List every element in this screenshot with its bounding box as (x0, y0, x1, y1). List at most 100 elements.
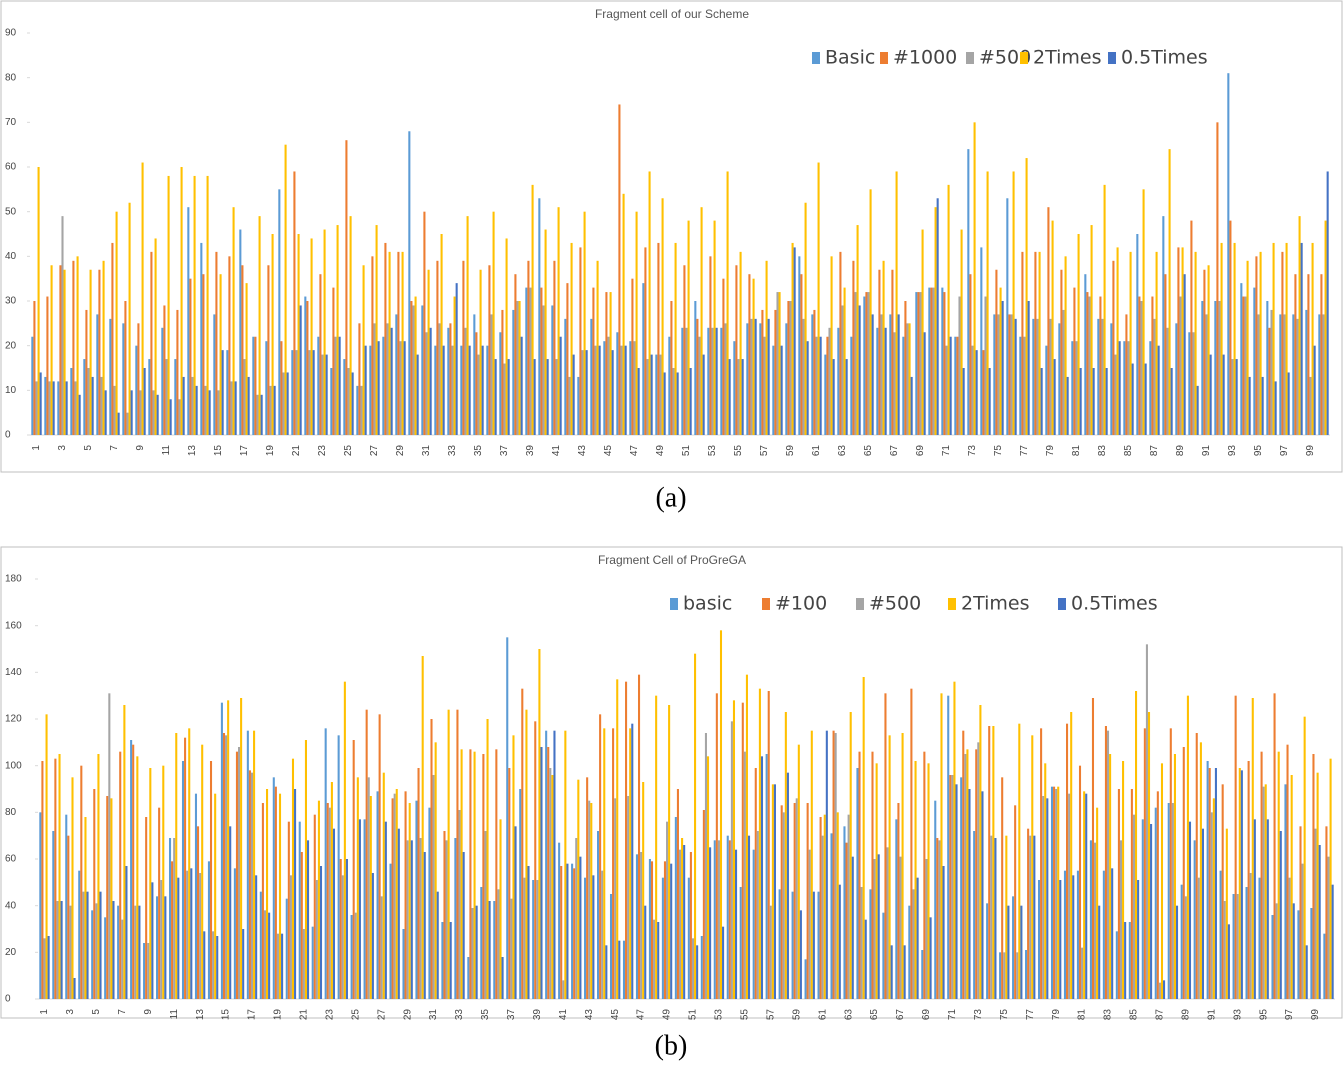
bar (449, 922, 452, 999)
y-tick-label: 40 (5, 251, 17, 262)
bar (1251, 698, 1254, 999)
bar (278, 793, 282, 999)
bar (1077, 234, 1080, 435)
bar (592, 875, 595, 999)
bar (893, 332, 896, 435)
bar (867, 292, 870, 435)
bar (884, 327, 887, 435)
bar (1188, 821, 1192, 999)
bar (330, 368, 333, 435)
bar (908, 905, 911, 999)
bar (966, 749, 969, 999)
bar (428, 807, 431, 999)
bar (149, 768, 152, 999)
bar (1286, 744, 1289, 999)
bar (151, 882, 154, 999)
bar (583, 211, 586, 435)
bar (912, 889, 915, 999)
bar (871, 314, 874, 435)
bar (215, 251, 218, 435)
bar (393, 793, 396, 999)
bar (229, 826, 232, 999)
bar (304, 296, 307, 435)
bar (480, 887, 483, 999)
x-tick-label: 65 (863, 445, 874, 457)
bar (1262, 786, 1265, 999)
legend-swatch (966, 52, 974, 64)
bar (473, 314, 476, 435)
bar (808, 849, 811, 999)
legend-swatch (812, 52, 820, 64)
bar (579, 247, 582, 435)
bar (1098, 905, 1101, 999)
bar (1111, 868, 1114, 999)
bar (1179, 296, 1182, 435)
x-tick-label: 37 (506, 1009, 517, 1021)
bar (186, 870, 189, 999)
bar (609, 292, 612, 435)
bar (1094, 842, 1097, 999)
bar (865, 292, 868, 435)
bar (806, 341, 809, 435)
x-tick-label: 61 (811, 445, 822, 457)
bar (823, 814, 826, 999)
bar (217, 390, 220, 435)
bar (558, 842, 561, 999)
bar (206, 175, 209, 435)
bar (332, 828, 336, 999)
bar (441, 922, 444, 999)
bar (986, 903, 989, 999)
bar (862, 677, 865, 999)
bar (882, 912, 885, 999)
bar (891, 269, 894, 435)
bar (1272, 242, 1275, 435)
bar (825, 730, 828, 999)
bar (650, 354, 653, 435)
bar (570, 242, 573, 435)
bar (694, 301, 697, 435)
bar (1105, 368, 1108, 435)
bar (254, 336, 257, 435)
bar (549, 768, 552, 999)
bar (130, 740, 133, 999)
bar (923, 751, 926, 999)
legend-label: #500 (869, 593, 921, 615)
bar (1112, 260, 1115, 435)
bar (458, 810, 461, 999)
bar (1283, 314, 1286, 435)
bar (774, 309, 777, 435)
bar (1271, 915, 1274, 999)
x-tick-label: 73 (967, 445, 978, 457)
bar (975, 749, 978, 999)
bar (553, 260, 556, 435)
bar (1037, 880, 1041, 999)
bar (488, 265, 491, 435)
bar (1181, 247, 1184, 435)
bar (73, 978, 76, 999)
bar (397, 251, 400, 435)
bar (993, 314, 996, 435)
x-tick-label: 3 (65, 1009, 76, 1015)
y-tick-label: 90 (5, 28, 17, 39)
bar (945, 345, 948, 435)
bar (947, 695, 950, 999)
bar (1050, 786, 1054, 999)
bar (1140, 301, 1143, 435)
bar (241, 265, 244, 435)
bar (674, 817, 677, 999)
bar (1025, 950, 1028, 999)
legend-swatch (948, 598, 956, 610)
bar (689, 852, 692, 999)
bar (410, 301, 413, 435)
bar (1118, 341, 1121, 435)
x-tick-label: 91 (1201, 445, 1212, 457)
bar (167, 175, 170, 435)
bar (488, 901, 491, 999)
bar (711, 327, 714, 435)
bar (1281, 251, 1284, 435)
bar (618, 104, 621, 435)
bar (117, 905, 120, 999)
legend-swatch (1058, 598, 1066, 610)
x-tick-label: 47 (636, 1009, 647, 1021)
